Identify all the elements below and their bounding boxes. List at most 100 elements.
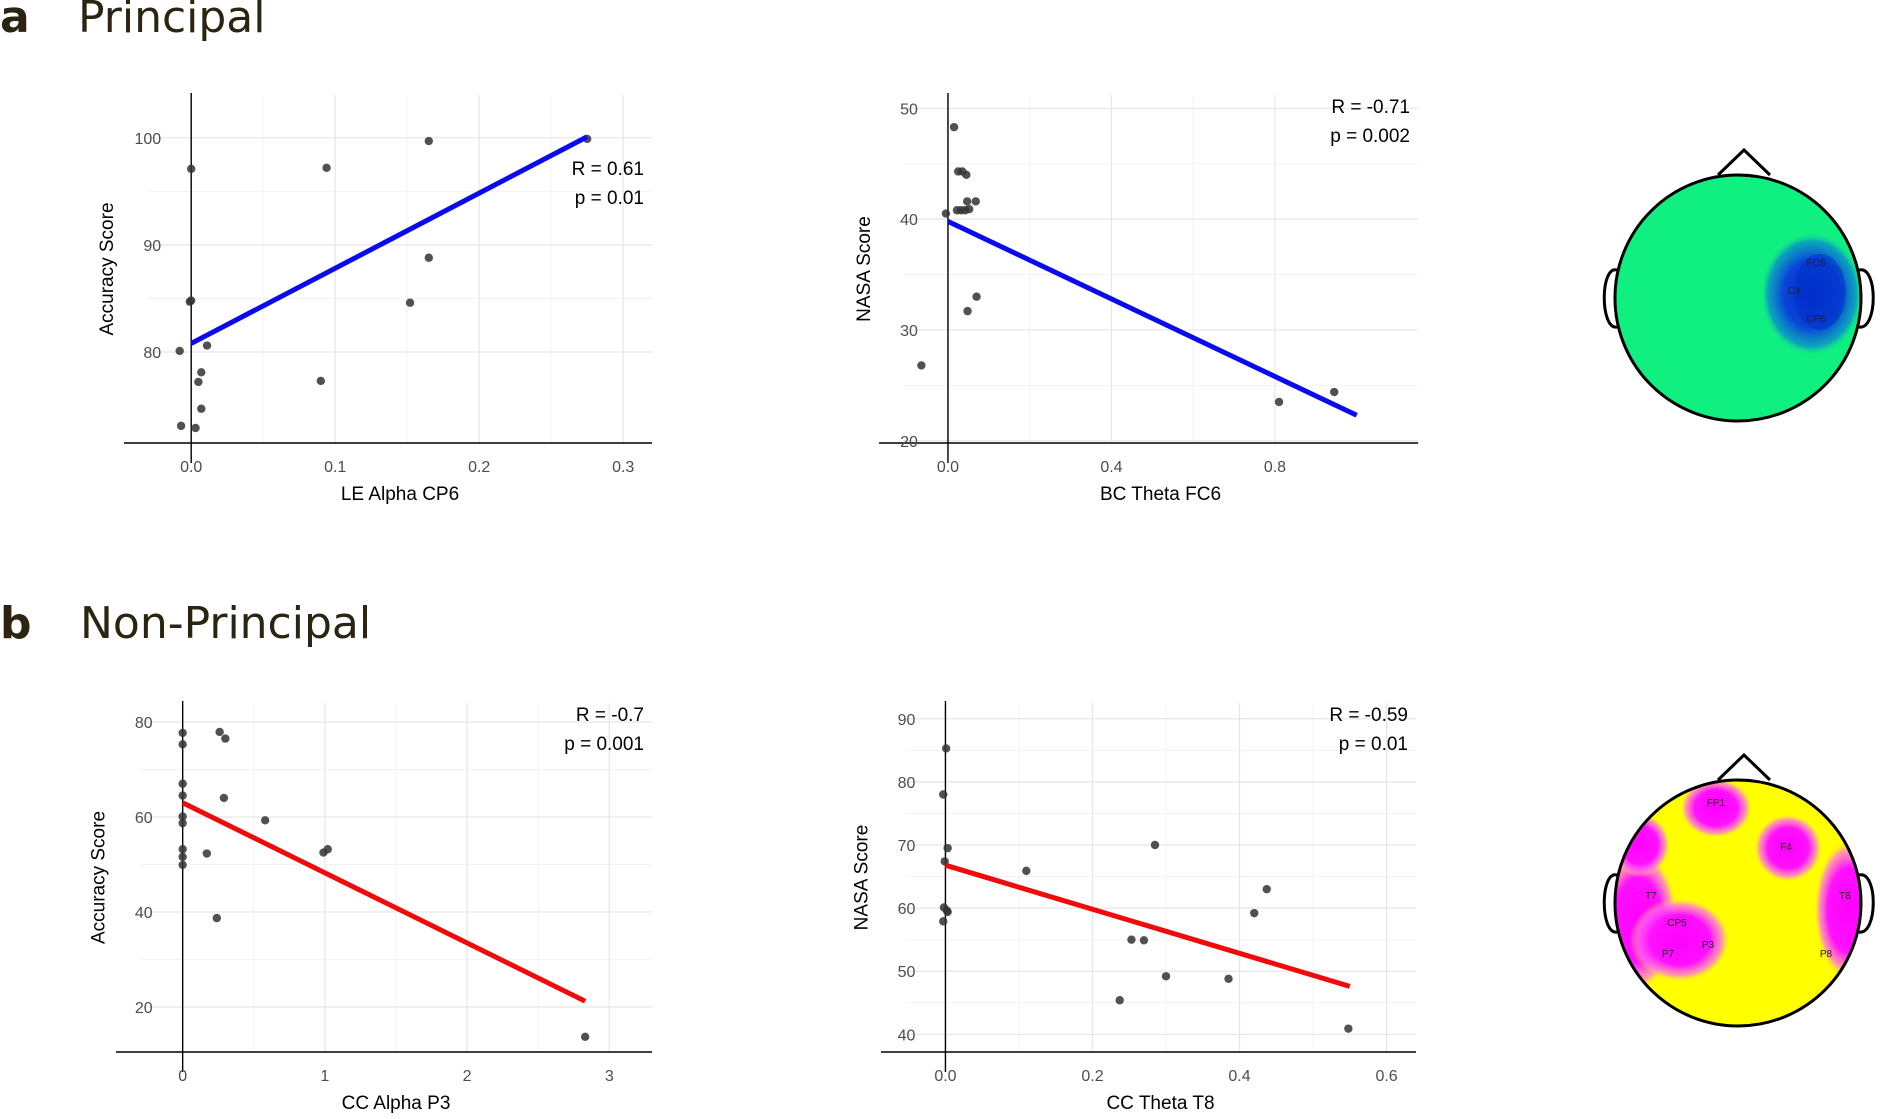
electrode-label-fc6: FC6 — [1807, 258, 1826, 269]
topomap-right-ear — [1858, 268, 1875, 329]
y-tick-label: 60 — [135, 810, 153, 827]
electrode-label-fp1: FP1 — [1707, 798, 1726, 809]
data-point — [1022, 866, 1031, 876]
y-tick-label: 80 — [135, 715, 153, 732]
x-axis-label: CC Alpha P3 — [342, 1093, 451, 1114]
y-tick-label: 50 — [900, 101, 918, 118]
data-point — [1224, 974, 1233, 983]
data-point — [197, 368, 206, 377]
correlation-r-label: R = -0.71 — [1331, 97, 1410, 118]
regression-line — [181, 800, 587, 1004]
topomap-principal: FC6 C4 CP6 — [1602, 147, 1875, 423]
y-tick-label: 50 — [898, 964, 916, 981]
data-point — [1150, 840, 1160, 850]
electrode-label-p8: P8 — [1820, 949, 1833, 960]
electrode-label-t7: T7 — [1645, 891, 1657, 902]
regression-line — [944, 862, 1351, 989]
topomap-nose — [1716, 752, 1772, 782]
correlation-r-label: R = -0.7 — [576, 705, 644, 726]
data-point — [175, 346, 184, 356]
x-tick-label: 0.2 — [1081, 1068, 1103, 1085]
electrode-label-p3: P3 — [1702, 940, 1715, 951]
data-point — [941, 209, 951, 218]
data-point — [202, 341, 212, 350]
data-point — [178, 818, 187, 828]
y-tick-label: 90 — [143, 238, 161, 255]
x-tick-label: 0.3 — [612, 459, 634, 476]
x-tick-label: 0 — [178, 1068, 187, 1085]
data-point — [962, 170, 971, 179]
data-point — [176, 421, 186, 431]
regression-line — [190, 134, 589, 346]
data-point — [972, 292, 981, 301]
data-point — [194, 377, 203, 387]
data-point — [1115, 996, 1124, 1005]
panel-letter-a: a — [0, 0, 30, 43]
data-point — [1250, 908, 1259, 918]
x-tick-label: 0.0 — [937, 459, 959, 476]
topomap-head-outline — [1613, 778, 1863, 1028]
y-tick-label: 40 — [898, 1027, 916, 1044]
p-value-label: p = 0.002 — [1330, 126, 1410, 147]
data-point — [949, 122, 959, 132]
topomap-head-outline — [1613, 173, 1863, 423]
regression-line — [946, 219, 1358, 418]
topomap-magenta-blob — [1630, 898, 1730, 982]
x-axis-label: BC Theta FC6 — [1100, 484, 1221, 505]
topomap-right-ear — [1858, 873, 1875, 934]
x-tick-label: 0.8 — [1264, 459, 1286, 476]
y-tick-label: 20 — [135, 1000, 153, 1017]
x-tick-label: 0.1 — [324, 459, 346, 476]
data-point — [178, 845, 187, 854]
p-value-label: p = 0.01 — [575, 188, 644, 209]
x-tick-label: 0.0 — [934, 1068, 956, 1085]
topomap-nose — [1716, 147, 1772, 177]
data-point — [965, 204, 974, 214]
data-point — [178, 779, 187, 788]
y-tick-label: 60 — [898, 901, 916, 918]
data-point — [943, 907, 952, 917]
data-point — [178, 860, 187, 870]
panel-letter-b: b — [0, 598, 32, 649]
data-point — [943, 843, 952, 853]
data-point — [405, 298, 415, 307]
y-tick-label: 30 — [900, 323, 918, 340]
data-point — [424, 253, 433, 262]
correlation-r-label: R = 0.61 — [572, 159, 644, 180]
data-point — [962, 197, 972, 206]
x-tick-label: 0.2 — [468, 459, 490, 476]
data-point — [202, 849, 212, 858]
y-tick-label: 100 — [134, 131, 161, 148]
y-tick-label: 40 — [135, 905, 153, 922]
data-point — [963, 306, 972, 316]
data-point — [580, 1032, 590, 1042]
topomap-non-principal: FP1 F4 T7 T8 CP5 P3 P7 P8 — [1602, 752, 1875, 1028]
x-axis-label: CC Theta T8 — [1106, 1093, 1214, 1114]
electrode-label-cp6: CP6 — [1806, 314, 1826, 325]
y-tick-label: 40 — [900, 212, 918, 229]
topomap-magenta-blob — [1754, 814, 1822, 882]
data-point — [1262, 884, 1271, 894]
correlation-r-label: R = -0.59 — [1329, 705, 1408, 726]
y-axis-label: NASA Score — [854, 216, 875, 322]
data-point — [187, 296, 196, 305]
y-tick-label: 70 — [898, 838, 916, 855]
y-tick-label: 90 — [898, 712, 916, 729]
topomap-magenta-blob — [1680, 780, 1752, 838]
data-point — [939, 917, 948, 926]
y-tick-label: 20 — [900, 434, 918, 451]
data-point — [939, 790, 948, 799]
electrode-label-f4: F4 — [1780, 842, 1792, 853]
data-point — [178, 740, 187, 749]
data-point — [917, 361, 926, 370]
electrode-label-c4: C4 — [1788, 286, 1801, 297]
p-value-label: p = 0.01 — [1339, 734, 1408, 755]
data-point — [941, 744, 951, 753]
x-tick-label: 0.4 — [1228, 1068, 1250, 1085]
p-value-label: p = 0.001 — [564, 734, 644, 755]
x-tick-label: 1 — [320, 1068, 329, 1085]
data-point — [187, 164, 196, 174]
data-point — [323, 845, 332, 854]
panel-title-principal: Principal — [78, 0, 266, 43]
